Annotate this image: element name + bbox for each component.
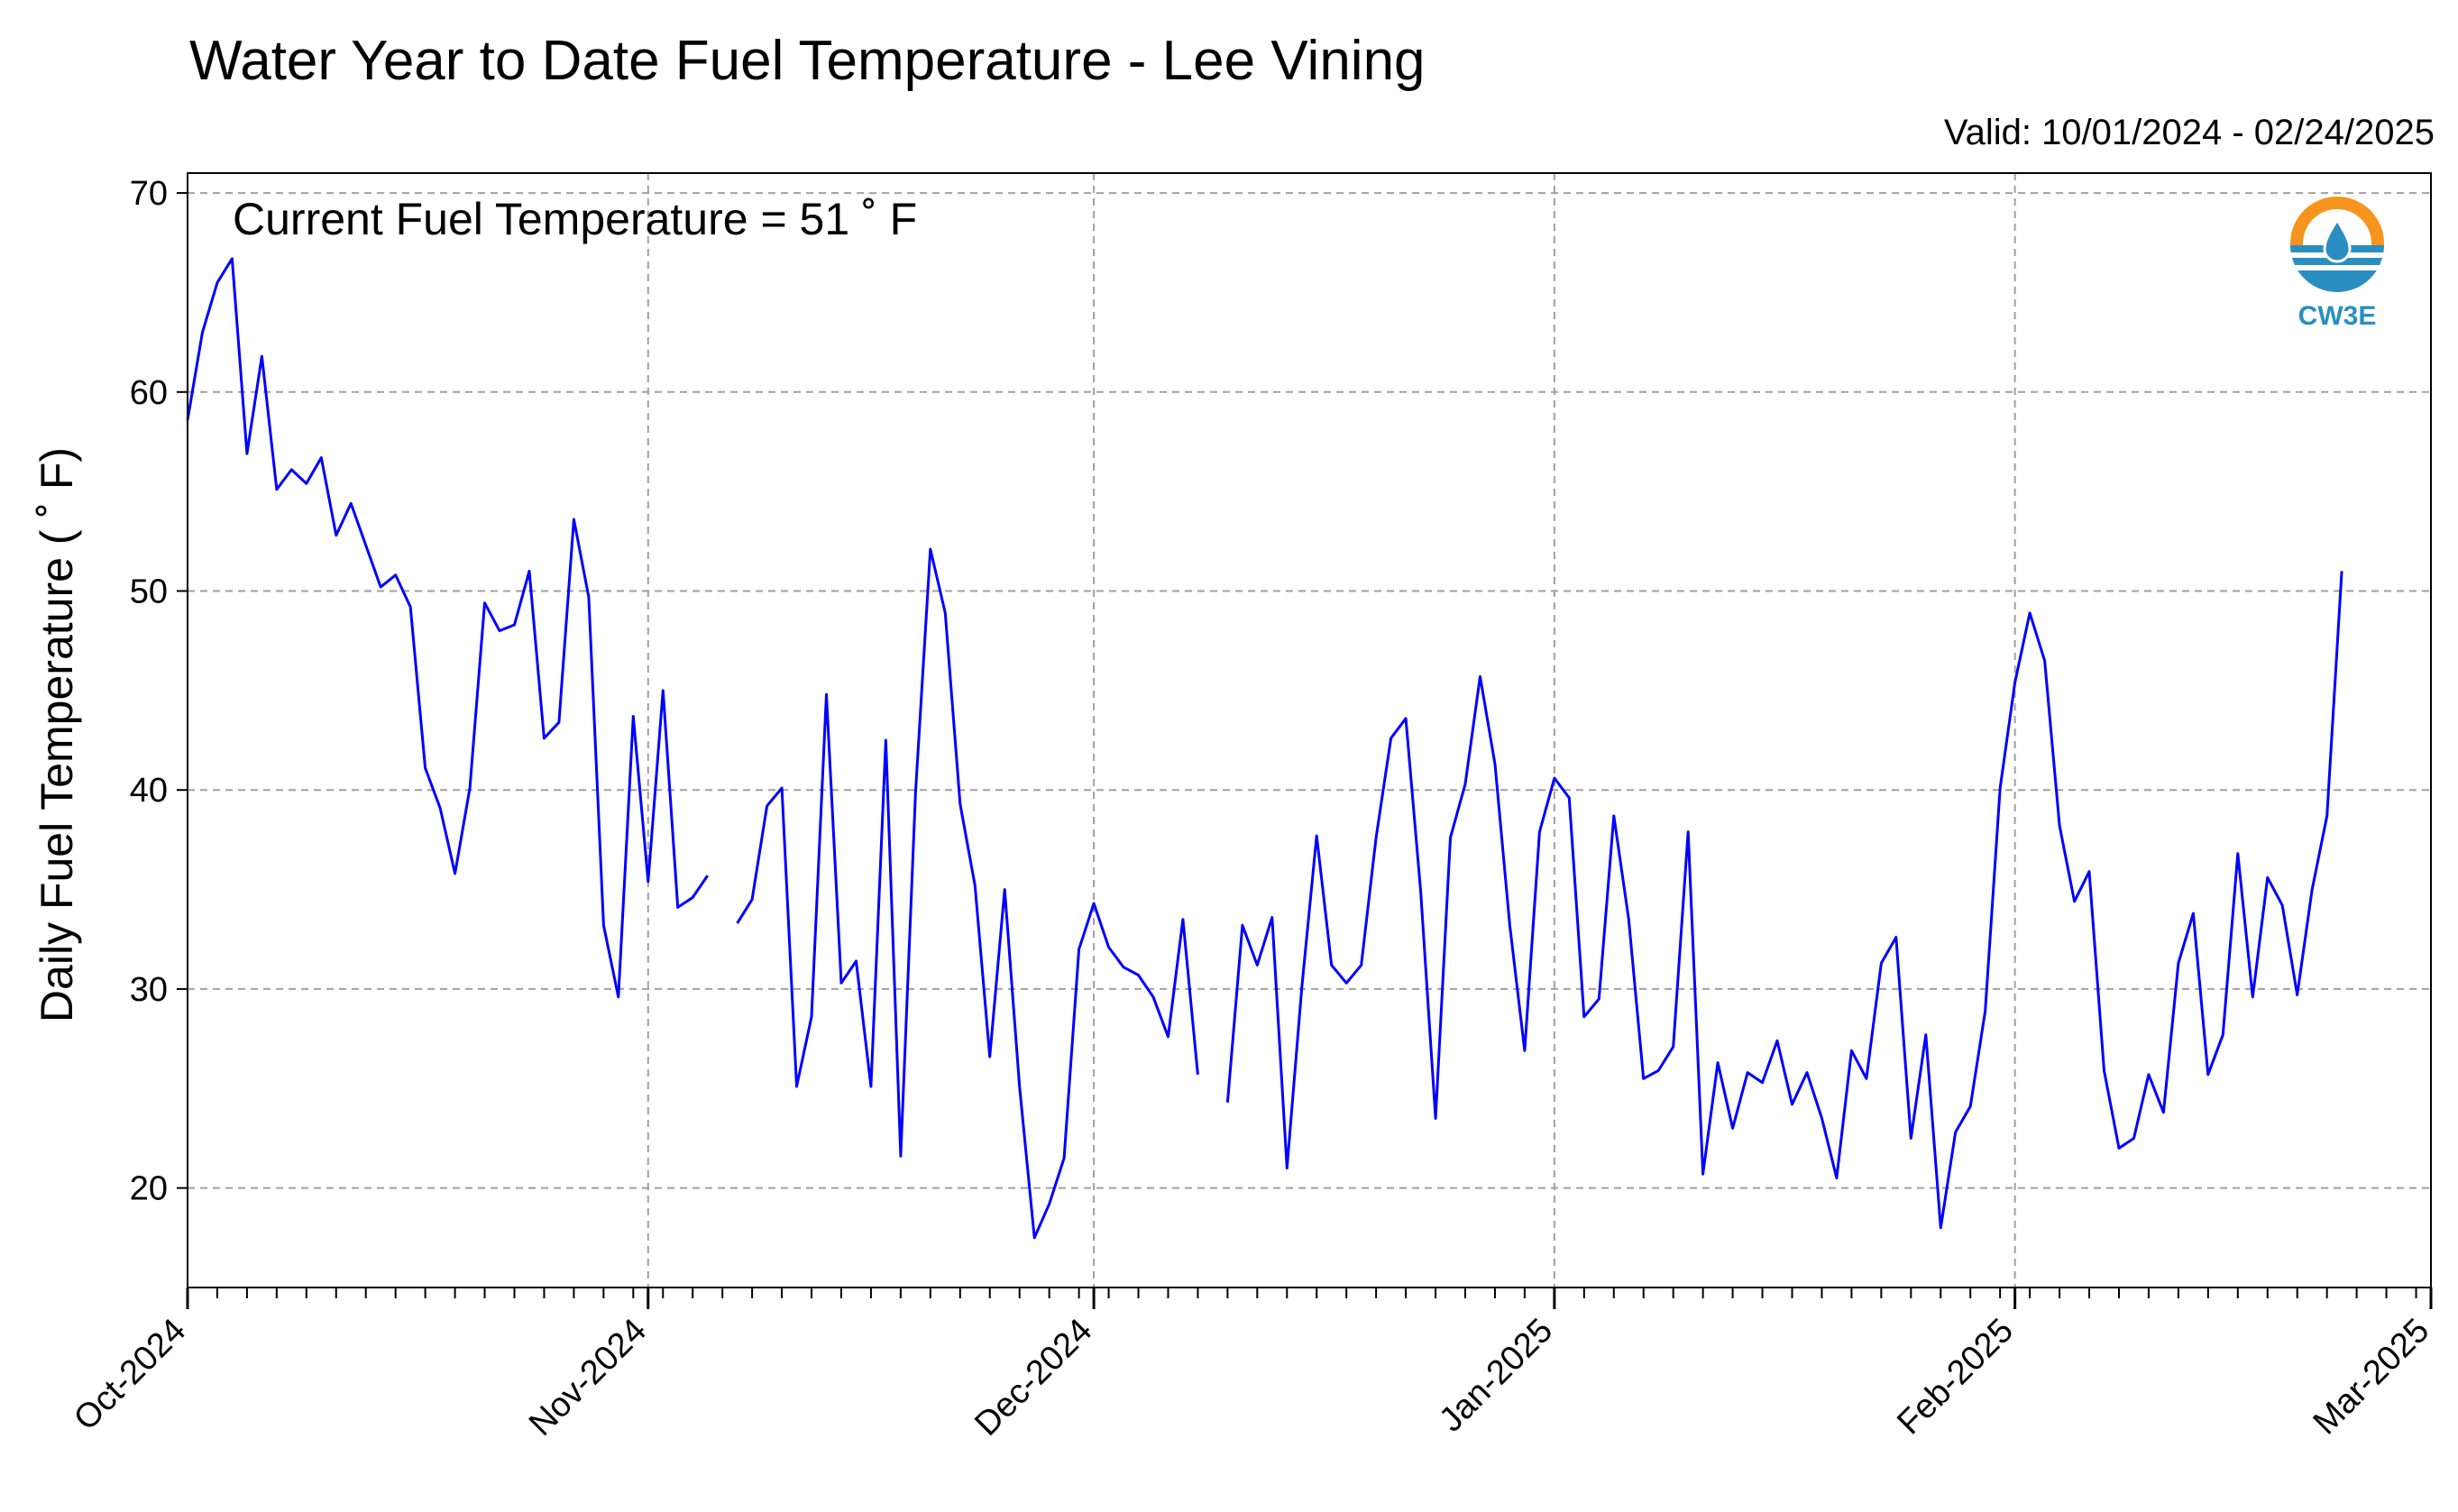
cw3e-logo: CW3E <box>2290 197 2384 331</box>
logo-text: CW3E <box>2298 301 2377 331</box>
x-axis: Oct-2024 Nov-2024 Dec-2024 Jan-2025 Feb-2025… <box>67 1287 2436 1443</box>
grid <box>187 173 2432 1287</box>
x-tick-label: Oct-2024 <box>67 1312 193 1438</box>
y-tick-label: 30 <box>130 971 168 1009</box>
chart-subtitle: Valid: 10/01/2024 - 02/24/2025 <box>1944 113 2435 152</box>
y-axis-label: Daily Fuel Temperature ( ˚ F) <box>32 447 82 1022</box>
x-tick-label: Dec-2024 <box>968 1312 1099 1443</box>
x-tick-label: Mar-2025 <box>2307 1312 2437 1443</box>
series-line-segment <box>186 257 709 999</box>
series-line-segment <box>736 547 1199 1240</box>
chart-title: Water Year to Date Fuel Temperature - Le… <box>189 30 1426 92</box>
plot-area-frame <box>187 172 2432 1288</box>
current-value-annotation: Current Fuel Temperature = 51 ˚ F <box>233 194 917 244</box>
x-tick-label: Feb-2025 <box>1890 1312 2021 1443</box>
y-axis: 20 30 40 50 60 70 <box>130 175 188 1208</box>
x-tick-label: Nov-2024 <box>522 1312 654 1443</box>
y-tick-label: 40 <box>130 772 168 810</box>
x-tick-label: Jan-2025 <box>1432 1312 1560 1440</box>
y-tick-label: 20 <box>130 1170 168 1208</box>
y-tick-label: 70 <box>130 175 168 213</box>
data-line-layer <box>186 257 2343 1240</box>
y-tick-label: 60 <box>130 374 168 412</box>
y-tick-label: 50 <box>130 573 168 611</box>
series-line-segment <box>1225 571 2343 1230</box>
